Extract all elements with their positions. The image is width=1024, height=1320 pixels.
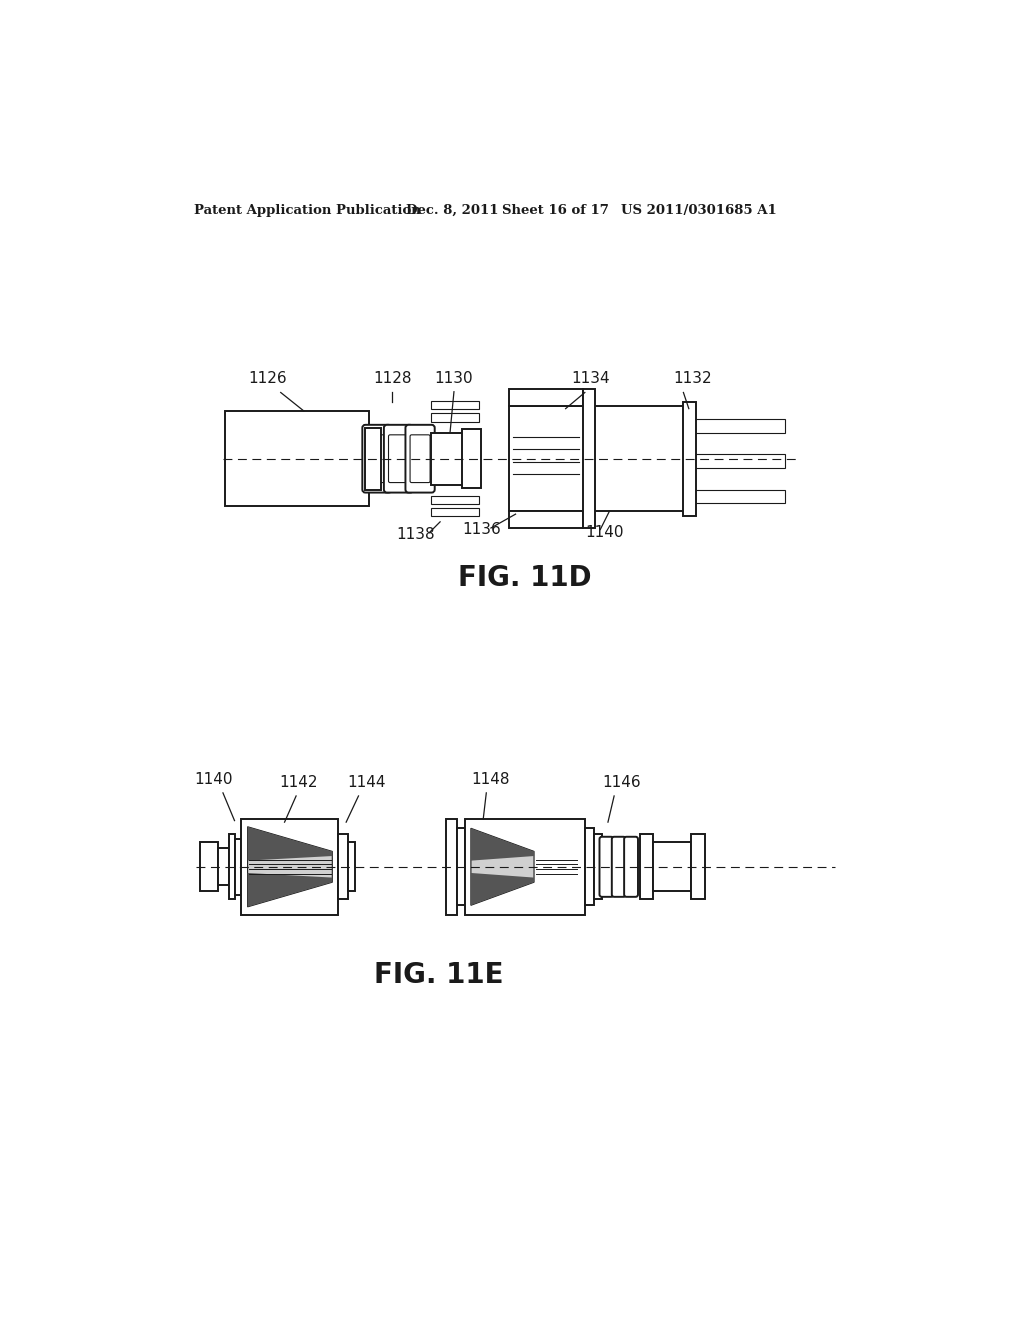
Bar: [200, 842, 218, 891]
Text: 1146: 1146: [602, 775, 641, 789]
Text: 1128: 1128: [373, 371, 412, 387]
Polygon shape: [248, 826, 333, 907]
Bar: [431, 496, 478, 504]
Text: Patent Application Publication: Patent Application Publication: [194, 205, 421, 218]
Text: Dec. 8, 2011: Dec. 8, 2011: [407, 205, 499, 218]
FancyBboxPatch shape: [410, 434, 430, 483]
Text: 1140: 1140: [586, 525, 625, 540]
Text: 1126: 1126: [248, 371, 287, 387]
Bar: [431, 413, 478, 422]
Bar: [652, 842, 691, 891]
Bar: [583, 389, 595, 528]
Bar: [685, 454, 785, 469]
Text: FIG. 11E: FIG. 11E: [374, 961, 504, 989]
Bar: [229, 834, 236, 899]
Bar: [348, 842, 355, 891]
Bar: [366, 428, 381, 490]
Bar: [509, 389, 583, 407]
Text: 1134: 1134: [571, 371, 610, 387]
Bar: [431, 401, 478, 409]
Bar: [431, 508, 478, 516]
Text: 1140: 1140: [195, 772, 233, 787]
Text: 1148: 1148: [472, 772, 510, 787]
Text: US 2011/0301685 A1: US 2011/0301685 A1: [621, 205, 777, 218]
Bar: [691, 834, 705, 899]
Bar: [685, 490, 785, 503]
FancyBboxPatch shape: [599, 837, 613, 896]
FancyBboxPatch shape: [611, 837, 626, 896]
Bar: [640, 834, 652, 899]
FancyBboxPatch shape: [384, 425, 413, 492]
FancyBboxPatch shape: [388, 434, 409, 483]
Text: 1130: 1130: [434, 371, 473, 387]
Bar: [339, 834, 348, 899]
Bar: [224, 411, 370, 507]
Text: 1142: 1142: [280, 775, 317, 789]
Text: 1144: 1144: [347, 775, 385, 789]
Bar: [465, 818, 585, 915]
FancyBboxPatch shape: [625, 837, 638, 896]
FancyBboxPatch shape: [362, 425, 391, 492]
Bar: [462, 429, 481, 488]
Bar: [509, 407, 685, 511]
Text: FIG. 11D: FIG. 11D: [458, 564, 592, 593]
Bar: [509, 511, 583, 528]
Bar: [242, 818, 339, 915]
Text: Sheet 16 of 17: Sheet 16 of 17: [503, 205, 609, 218]
Polygon shape: [248, 873, 333, 907]
Polygon shape: [248, 826, 333, 861]
Bar: [594, 834, 602, 899]
Bar: [236, 840, 242, 895]
FancyBboxPatch shape: [367, 434, 387, 483]
Polygon shape: [471, 829, 535, 861]
Bar: [218, 849, 229, 886]
Bar: [685, 418, 785, 433]
Text: 1138: 1138: [396, 527, 435, 541]
Bar: [457, 829, 465, 906]
Polygon shape: [471, 873, 535, 906]
Text: 1136: 1136: [462, 523, 501, 537]
Text: 1132: 1132: [674, 371, 712, 387]
Bar: [585, 829, 594, 906]
FancyBboxPatch shape: [406, 425, 435, 492]
Bar: [446, 818, 457, 915]
Bar: [431, 433, 471, 484]
Bar: [683, 401, 695, 516]
Polygon shape: [471, 829, 535, 906]
